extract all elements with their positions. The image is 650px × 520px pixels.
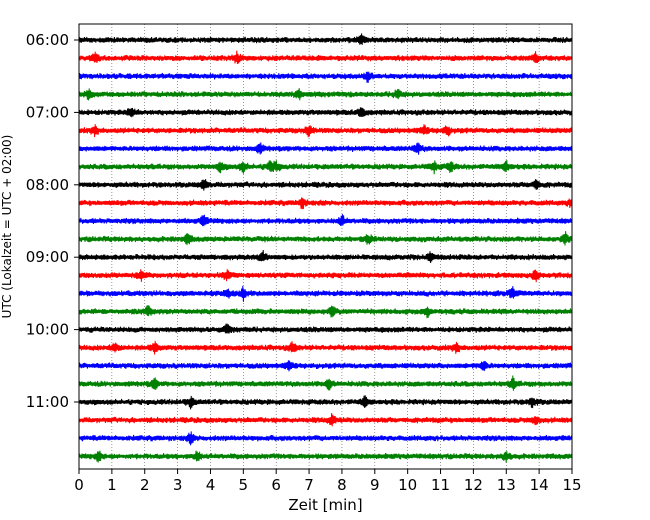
x-tick-label: 8: [337, 476, 347, 494]
trace-1: [78, 50, 573, 65]
trace-0: [78, 33, 573, 45]
seismic-traces: [78, 33, 573, 463]
trace-14: [78, 285, 573, 302]
trace-13: [78, 269, 573, 283]
y-tick-label: 08:00: [26, 176, 69, 194]
trace-7: [78, 159, 573, 175]
x-tick-label: 11: [431, 476, 450, 494]
trace-19: [78, 375, 573, 391]
y-axis-label: UTC (Lokalzeit = UTC + 02:00): [0, 135, 14, 319]
trace-4: [78, 107, 573, 118]
trace-3: [78, 88, 573, 101]
x-tick-label: 0: [74, 476, 84, 494]
trace-16: [78, 323, 573, 334]
x-tick-label: 3: [173, 476, 183, 494]
y-tick-label: 07:00: [26, 103, 69, 121]
trace-6: [78, 142, 573, 155]
x-tick-label: 15: [562, 476, 581, 494]
y-tick-label: 06:00: [26, 31, 69, 49]
trace-21: [78, 413, 573, 427]
trace-17: [78, 340, 573, 355]
trace-20: [78, 395, 573, 410]
y-tick-label: 11:00: [26, 393, 69, 411]
trace-2: [78, 71, 573, 83]
y-tick-label: 09:00: [26, 248, 69, 266]
trace-23: [78, 450, 573, 463]
x-tick-label: 1: [107, 476, 117, 494]
grid-lines: [111, 24, 540, 469]
trace-5: [78, 124, 573, 138]
x-tick-label: 13: [497, 476, 516, 494]
trace-12: [78, 249, 573, 264]
trace-8: [78, 179, 573, 191]
x-tick-label: 9: [370, 476, 380, 494]
trace-15: [78, 304, 573, 319]
plot-frame: [78, 23, 573, 470]
trace-22: [78, 431, 573, 446]
trace-10: [78, 214, 573, 227]
x-axis-label: Zeit [min]: [288, 496, 362, 514]
x-tick-label: 2: [140, 476, 150, 494]
x-tick-label: 7: [304, 476, 314, 494]
x-tick-label: 12: [464, 476, 483, 494]
trace-9: [78, 197, 573, 210]
x-axis-ticks: 0 1 2 3 4 5 6 7 8 9 10 11 12 13 14 15: [74, 469, 582, 494]
x-tick-label: 5: [239, 476, 249, 494]
x-tick-label: 14: [530, 476, 549, 494]
y-tick-label: 10:00: [26, 321, 69, 339]
x-tick-label: 4: [206, 476, 216, 494]
trace-18: [78, 360, 573, 372]
y-axis-ticks: 06:00 07:00 08:00 09:00 10:00 11:00: [26, 31, 79, 411]
trace-11: [78, 231, 573, 246]
x-tick-label: 6: [271, 476, 281, 494]
x-tick-label: 10: [398, 476, 417, 494]
